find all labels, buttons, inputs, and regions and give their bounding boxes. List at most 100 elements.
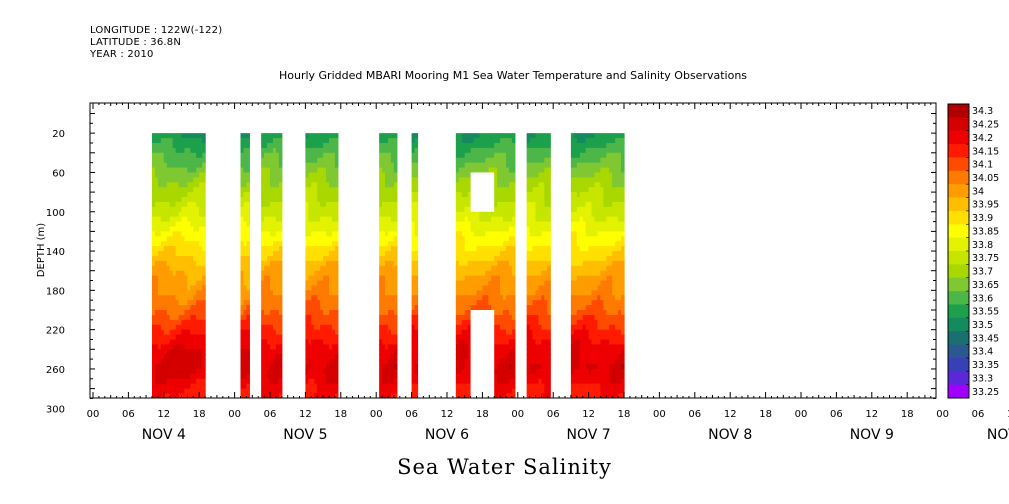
heatmap-cell (455, 265, 460, 272)
heatmap-cell (334, 147, 339, 154)
heatmap-cell (278, 133, 283, 139)
heatmap-cell (506, 285, 510, 291)
heatmap-cell (187, 285, 191, 291)
heatmap-cell (535, 280, 540, 287)
heatmap-cell (606, 329, 610, 336)
heatmap-cell (547, 192, 551, 198)
heatmap-cell (329, 201, 333, 208)
heatmap-cell (508, 329, 513, 336)
heatmap-cell (275, 280, 280, 287)
heatmap-cell (411, 167, 416, 174)
heatmap-cell (314, 383, 318, 390)
heatmap-cell (388, 182, 392, 188)
heatmap-cell (152, 201, 156, 208)
heatmap-cell (382, 403, 386, 409)
heatmap-cell (157, 177, 162, 183)
heatmap-cell (382, 310, 386, 316)
heatmap-cell (594, 187, 599, 193)
heatmap-cell (317, 197, 321, 203)
heatmap-cell (511, 197, 516, 203)
heatmap-cell (411, 305, 416, 311)
heatmap-cell (606, 255, 610, 262)
heatmap-cell (544, 305, 548, 311)
heatmap-cell (597, 368, 601, 375)
heatmap-cell (508, 373, 513, 380)
heatmap-cell (184, 260, 188, 267)
heatmap-cell (571, 398, 575, 404)
heatmap-cell (594, 344, 599, 350)
heatmap-cell (240, 246, 245, 252)
heatmap-cell (157, 314, 162, 321)
heatmap-cell (163, 265, 168, 272)
heatmap-cell (503, 133, 507, 139)
heatmap-cell (246, 147, 250, 154)
heatmap-cell (393, 192, 398, 198)
heatmap-cell (305, 319, 309, 326)
heatmap-cell (597, 329, 601, 336)
heatmap-cell (529, 329, 534, 336)
heatmap-cell (152, 177, 156, 183)
heatmap-cell (178, 187, 183, 193)
heatmap-cell (506, 300, 510, 306)
heatmap-cell (190, 349, 194, 355)
heatmap-cell (267, 314, 271, 321)
heatmap-cell (196, 295, 200, 301)
heatmap-cell (541, 378, 545, 385)
heatmap-cell (382, 383, 386, 390)
heatmap-cell (382, 270, 386, 277)
heatmap-cell (461, 251, 466, 257)
heatmap-cell (600, 255, 604, 262)
heatmap-cell (163, 138, 168, 144)
heatmap-cell (467, 192, 472, 198)
heatmap-cell (278, 182, 283, 188)
heatmap-cell (476, 157, 481, 164)
heatmap-cell (157, 236, 162, 242)
heatmap-cell (169, 290, 174, 296)
heatmap-cell (570, 187, 575, 193)
heatmap-cell (243, 142, 247, 149)
heatmap-cell (570, 285, 575, 291)
heatmap-cell (382, 236, 386, 242)
heatmap-cell (500, 329, 504, 336)
heatmap-cell (163, 177, 168, 183)
heatmap-cell (157, 305, 162, 311)
heatmap-cell (494, 265, 498, 272)
heatmap-cell (579, 221, 584, 228)
heatmap-cell (261, 197, 265, 203)
heatmap-cell (320, 329, 324, 336)
heatmap-cell (246, 319, 250, 326)
heatmap-cell (326, 295, 330, 301)
heatmap-cell (579, 354, 584, 360)
heatmap-cell (152, 152, 156, 159)
heatmap-cell (181, 378, 186, 385)
heatmap-cell (547, 314, 551, 321)
heatmap-cell (494, 133, 498, 139)
heatmap-cell (154, 241, 159, 247)
heatmap-cell (388, 393, 392, 398)
heatmap-cell (334, 221, 339, 228)
heatmap-cell (606, 251, 610, 257)
heatmap-cell (464, 142, 469, 149)
heatmap-cell (506, 373, 510, 380)
heatmap-cell (184, 211, 188, 218)
heatmap-cell (597, 211, 601, 218)
heatmap-cell (529, 383, 534, 390)
heatmap-cell (597, 152, 601, 159)
heatmap-cell (479, 300, 483, 306)
heatmap-cell (270, 324, 274, 331)
heatmap-cell (609, 157, 613, 164)
heatmap-cell (199, 373, 203, 380)
heatmap-cell (503, 275, 507, 282)
heatmap-cell (272, 236, 277, 242)
heatmap-cell (600, 138, 604, 144)
heatmap-cell (326, 211, 330, 218)
heatmap-cell (503, 221, 507, 228)
heatmap-cell (585, 364, 590, 370)
heatmap-cell (308, 270, 312, 277)
heatmap-cell (547, 364, 551, 370)
heatmap-cell (579, 324, 584, 331)
heatmap-cell (464, 236, 469, 242)
heatmap-cell (379, 192, 383, 198)
heatmap-cell (169, 157, 174, 164)
heatmap-cell (577, 403, 581, 409)
